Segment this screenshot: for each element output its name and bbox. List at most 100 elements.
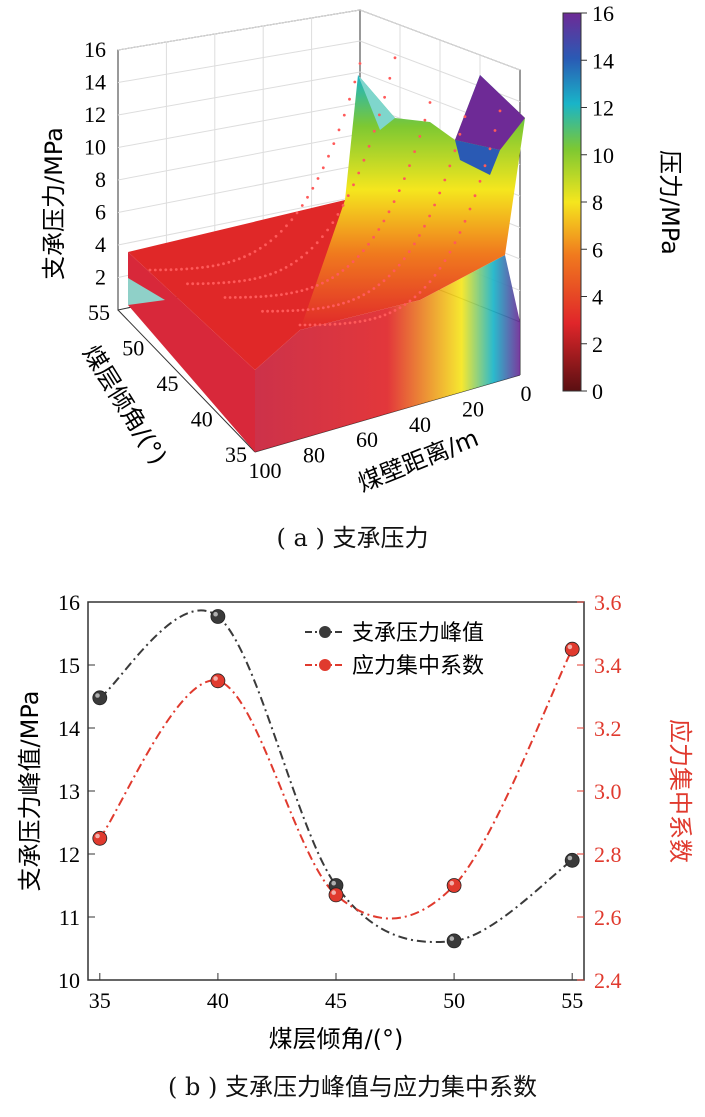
contour-dot bbox=[186, 282, 189, 286]
contour-dot bbox=[295, 259, 298, 263]
contour-dot bbox=[358, 320, 362, 323]
z-tick-label: 2 bbox=[95, 265, 106, 290]
contour-dot bbox=[201, 282, 205, 285]
contour-dot bbox=[348, 97, 351, 101]
contour-dot bbox=[346, 265, 350, 268]
contour-dot bbox=[295, 290, 299, 294]
contour-dot bbox=[448, 164, 452, 168]
contour-dot bbox=[321, 281, 324, 285]
colorbar-tick-label: 16 bbox=[592, 1, 614, 26]
pressure-surface bbox=[128, 56, 525, 452]
contour-dot bbox=[353, 80, 357, 84]
contour-dot bbox=[244, 295, 247, 299]
left-tick-label: 11 bbox=[59, 905, 80, 930]
x-ticks: 35 40 45 50 55 bbox=[89, 973, 583, 1013]
contour-dot bbox=[488, 147, 492, 151]
contour-dot bbox=[222, 262, 225, 266]
contour-dot bbox=[303, 323, 307, 327]
grid-line bbox=[117, 195, 361, 246]
contour-dot bbox=[433, 273, 437, 277]
x-tick-label: 45 bbox=[325, 988, 347, 1013]
colorbar-tick-label: 10 bbox=[592, 143, 614, 168]
contour-dot bbox=[190, 267, 194, 270]
contour-dot bbox=[423, 118, 427, 122]
colorbar-tick-label: 6 bbox=[592, 237, 603, 262]
contour-dot bbox=[305, 251, 309, 255]
y-axis-ticks: 35 40 45 50 55 bbox=[88, 300, 247, 467]
contour-dot bbox=[397, 189, 401, 193]
left-y-label: 支承压力峰值/MPa bbox=[16, 691, 44, 892]
contour-dot bbox=[398, 306, 402, 310]
contour-dot bbox=[148, 268, 152, 272]
contour-dot bbox=[458, 132, 462, 136]
contour-dot bbox=[453, 149, 457, 153]
contour-dot bbox=[337, 303, 340, 306]
contour-dot bbox=[310, 246, 314, 250]
contour-dot bbox=[306, 195, 309, 199]
contour-dot bbox=[413, 295, 417, 299]
x-tick-label: 40 bbox=[207, 988, 229, 1013]
contour-dot bbox=[174, 268, 178, 271]
contour-dot bbox=[291, 309, 295, 312]
contour-dot bbox=[423, 285, 427, 289]
z-axis-ticks: 2 4 6 8 10 12 14 16 bbox=[84, 37, 106, 290]
contour-dot bbox=[328, 323, 332, 326]
contour-dot bbox=[408, 299, 412, 303]
grid-line bbox=[117, 133, 361, 181]
y-tick-label: 55 bbox=[88, 300, 110, 325]
contour-dot bbox=[498, 109, 502, 113]
contour-dot bbox=[253, 277, 257, 280]
contour-dot bbox=[195, 266, 199, 270]
colorbar-tick-label: 8 bbox=[592, 190, 603, 215]
contour-dot bbox=[378, 113, 381, 117]
contour-dot bbox=[333, 322, 337, 326]
contour-dot bbox=[372, 287, 376, 290]
contour-dot bbox=[352, 183, 355, 187]
contour-dot bbox=[286, 309, 290, 313]
contour-dot bbox=[408, 164, 411, 168]
contour-dot bbox=[418, 291, 422, 294]
colorbar-tick-label: 4 bbox=[592, 285, 603, 310]
legend-label-peak: 支承压力峰值 bbox=[352, 621, 484, 646]
contour-dot bbox=[300, 255, 303, 259]
contour-dot bbox=[279, 229, 283, 233]
series-points bbox=[92, 609, 580, 949]
contour-dot bbox=[388, 76, 392, 80]
contour-dot bbox=[266, 309, 269, 313]
contour-dot bbox=[463, 115, 467, 118]
right-tick-label: 2.6 bbox=[594, 905, 622, 930]
contour-dot bbox=[372, 129, 376, 133]
right-tick-label: 3.2 bbox=[594, 716, 622, 741]
contour-dot bbox=[318, 323, 322, 327]
contour-dot bbox=[363, 319, 367, 322]
contour-dot bbox=[428, 101, 432, 104]
colorbar-tick-label: 2 bbox=[592, 332, 603, 357]
data-point bbox=[92, 830, 108, 846]
contour-dot bbox=[263, 274, 267, 278]
data-point-highlight bbox=[331, 880, 337, 886]
contour-dot bbox=[169, 268, 173, 272]
contour-dot bbox=[438, 191, 442, 195]
colorbar-tick-label: 12 bbox=[592, 96, 614, 121]
x-tick-label: 80 bbox=[303, 443, 325, 468]
contour-dot bbox=[271, 309, 274, 313]
contour-dot bbox=[326, 279, 329, 282]
surface-contour-dots bbox=[148, 56, 502, 327]
z-tick-label: 14 bbox=[84, 70, 106, 95]
contour-dot bbox=[362, 249, 365, 253]
contour-dot bbox=[274, 270, 278, 274]
right-tick-label: 2.4 bbox=[594, 968, 622, 993]
contour-dot bbox=[227, 260, 231, 264]
y-tick-label: 40 bbox=[191, 407, 213, 432]
contour-dot bbox=[331, 221, 335, 225]
x-tick-label: 55 bbox=[561, 988, 583, 1013]
caption-a: ( a ) 支承压力 bbox=[276, 524, 429, 552]
contour-dot bbox=[367, 144, 371, 148]
contour-dot bbox=[217, 281, 221, 285]
contour-dot bbox=[315, 241, 319, 245]
data-point-highlight bbox=[567, 855, 573, 861]
contour-dot bbox=[269, 294, 273, 298]
contour-dot bbox=[233, 296, 237, 299]
contour-dot bbox=[248, 278, 252, 281]
contour-dot bbox=[326, 228, 329, 232]
